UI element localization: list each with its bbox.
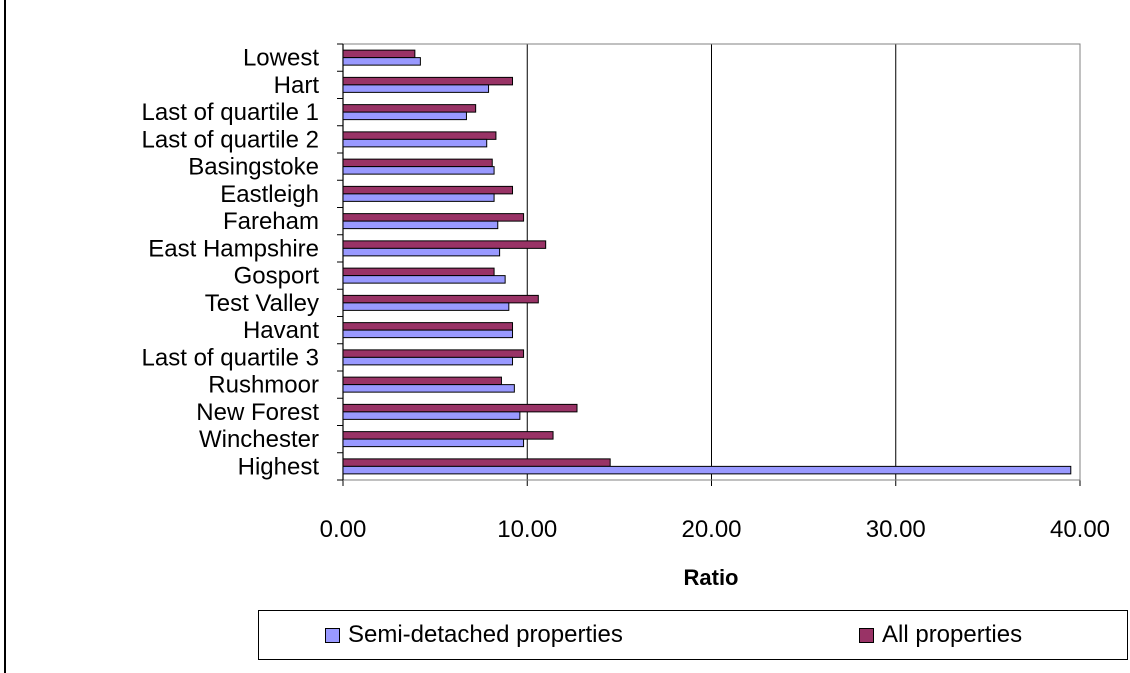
bar-all-properties — [342, 185, 514, 195]
legend-swatch-semi-detached — [325, 627, 340, 643]
chart-frame-left-border — [4, 0, 6, 673]
bar-semi-detached — [342, 465, 1072, 475]
x-axis-title: Ratio — [684, 565, 739, 590]
x-tick-label: 10.00 — [497, 516, 557, 543]
x-tick-label: 30.00 — [866, 516, 926, 543]
bar-semi-detached — [342, 57, 421, 66]
category-label: Last of quartile 1 — [142, 99, 319, 126]
bar-semi-detached — [342, 138, 488, 148]
category-label: Havant — [243, 317, 319, 344]
category-label: Last of quartile 3 — [142, 344, 319, 371]
category-label: Winchester — [199, 426, 319, 453]
legend-item-all-properties: All properties — [859, 621, 1022, 649]
bar-all-properties — [342, 49, 416, 59]
category-label: Basingstoke — [188, 154, 319, 181]
category-label: Eastleigh — [220, 181, 319, 208]
bar-all-properties — [342, 158, 493, 168]
x-tick-label: 40.00 — [1050, 516, 1110, 543]
bar-semi-detached — [342, 111, 467, 121]
category-label: Lowest — [243, 45, 319, 72]
bar-semi-detached — [342, 329, 514, 339]
bar-semi-detached — [342, 302, 510, 311]
bar-semi-detached — [342, 356, 514, 366]
category-label: Highest — [238, 453, 320, 480]
category-label: Hart — [274, 72, 320, 99]
legend-label-semi-detached: Semi-detached properties — [348, 621, 623, 648]
bar-all-properties — [342, 376, 502, 386]
bar-semi-detached — [342, 166, 495, 175]
bar-semi-detached — [342, 411, 521, 420]
bar-all-properties — [342, 349, 525, 358]
bars — [342, 49, 1072, 475]
bar-all-properties — [342, 322, 514, 331]
category-label: Last of quartile 2 — [142, 126, 319, 153]
x-tick-labels: 0.00 10.00 20.00 30.00 40.00 — [320, 516, 1110, 543]
bar-semi-detached — [342, 384, 515, 393]
bar-all-properties — [342, 76, 514, 86]
x-tick-label: 0.00 — [320, 516, 367, 543]
bar-all-properties — [342, 213, 525, 222]
bar-all-properties — [342, 294, 539, 304]
legend: Semi-detached properties All properties — [258, 610, 1128, 660]
bar-semi-detached — [342, 84, 490, 93]
bar-semi-detached — [342, 275, 506, 284]
bar-all-properties — [342, 267, 495, 277]
legend-item-semi-detached: Semi-detached properties — [325, 621, 623, 649]
category-label: Fareham — [223, 208, 319, 235]
legend-label-all-properties: All properties — [882, 621, 1023, 648]
bar-semi-detached — [342, 220, 499, 230]
category-label: Gosport — [234, 263, 320, 290]
bar-all-properties — [342, 104, 477, 113]
bar-all-properties — [342, 403, 578, 413]
bar-all-properties — [342, 458, 611, 467]
bar-all-properties — [342, 131, 497, 140]
bar-semi-detached — [342, 193, 495, 202]
category-label: East Hampshire — [148, 235, 319, 262]
x-tick-label: 20.00 — [681, 516, 741, 543]
bar-all-properties — [342, 240, 547, 249]
category-label: Rushmoor — [208, 372, 319, 399]
bar-semi-detached — [342, 438, 525, 448]
category-label: Test Valley — [205, 290, 319, 317]
bar-semi-detached — [342, 247, 501, 257]
bar-all-properties — [342, 431, 554, 440]
legend-swatch-all-properties — [859, 627, 874, 643]
category-label: New Forest — [196, 399, 319, 426]
